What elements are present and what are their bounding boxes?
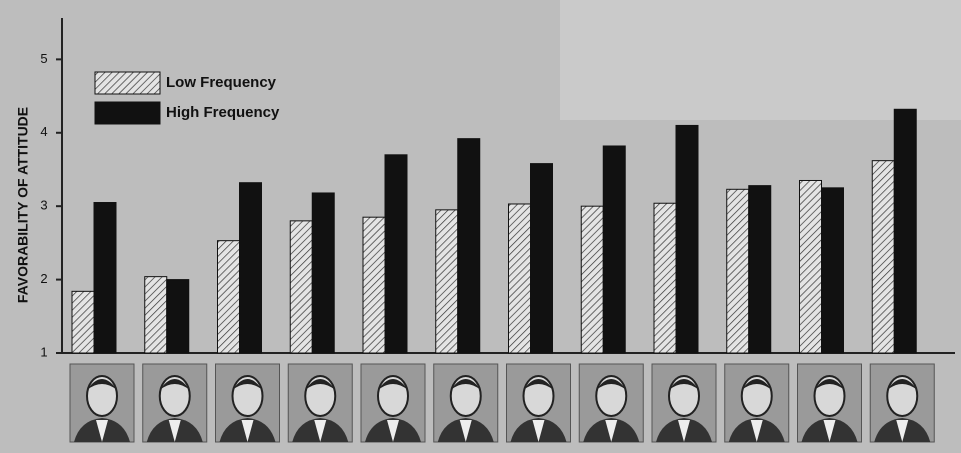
- y-tick-label: 4: [40, 124, 47, 139]
- bar: [71, 290, 95, 354]
- portrait-hair: [741, 379, 772, 390]
- bar: [675, 124, 699, 354]
- portrait-hair: [232, 379, 263, 390]
- bar: [457, 138, 481, 354]
- portrait-hair: [87, 379, 117, 390]
- legend-label: High Frequency: [166, 104, 280, 121]
- bar: [893, 108, 917, 354]
- legend-swatch: [94, 101, 161, 125]
- bar: [726, 188, 750, 354]
- y-tick-label: 5: [40, 51, 47, 66]
- bar: [580, 205, 604, 354]
- portrait-head: [377, 375, 409, 417]
- portrait-head: [449, 375, 482, 417]
- bar: [871, 160, 895, 354]
- portrait-hair: [159, 379, 190, 390]
- y-tick-label: 3: [40, 198, 47, 213]
- bar: [93, 202, 117, 354]
- portrait-shirt: [896, 420, 909, 442]
- portrait-shirt: [241, 420, 254, 442]
- portrait-head: [158, 375, 191, 417]
- portrait-shirt: [387, 420, 399, 442]
- portrait-shirt: [678, 420, 690, 442]
- portrait-hair: [523, 379, 554, 390]
- bar: [602, 145, 626, 354]
- bar: [435, 209, 459, 354]
- portrait-head: [668, 375, 700, 417]
- portrait-shirt: [96, 420, 108, 442]
- portrait-hair: [669, 379, 699, 390]
- portrait-hair: [814, 379, 845, 390]
- portrait-shirt: [750, 420, 763, 442]
- portrait-head: [886, 375, 919, 417]
- bar: [530, 163, 553, 354]
- bar: [748, 185, 772, 354]
- portrait-head: [813, 375, 846, 417]
- bar: [653, 202, 677, 354]
- legend-label: Low Frequency: [166, 74, 277, 91]
- portrait-shirt: [314, 420, 327, 442]
- bar: [384, 154, 408, 354]
- bar: [821, 187, 844, 354]
- bar: [239, 182, 262, 354]
- bar: [289, 220, 313, 354]
- portrait-hair: [378, 379, 408, 390]
- background-light: [560, 0, 961, 120]
- legend-swatch: [94, 71, 161, 95]
- portrait-head: [304, 375, 337, 417]
- bar: [799, 179, 822, 354]
- portrait-hair: [305, 379, 336, 390]
- portrait-hair: [450, 379, 481, 390]
- bar: [166, 279, 190, 354]
- bar: [217, 240, 240, 354]
- portrait-shirt: [459, 420, 472, 442]
- portrait-head: [595, 375, 628, 417]
- portrait-shirt: [605, 420, 618, 442]
- bar: [311, 192, 335, 354]
- portrait-head: [740, 375, 773, 417]
- portrait-shirt: [168, 420, 181, 442]
- portrait-hair: [596, 379, 627, 390]
- portrait-hair: [887, 379, 918, 390]
- portrait-shirt: [823, 420, 836, 442]
- bar: [508, 203, 531, 354]
- y-tick-label: 2: [40, 271, 47, 286]
- bar: [362, 216, 386, 354]
- y-axis-label: FAVORABILITY OF ATTITUDE: [15, 107, 31, 303]
- portrait-head: [231, 375, 264, 417]
- y-tick-label: 1: [40, 344, 47, 359]
- bar: [144, 276, 168, 354]
- portrait-head: [86, 375, 118, 417]
- portrait-head: [522, 375, 555, 417]
- portrait-shirt: [532, 420, 545, 442]
